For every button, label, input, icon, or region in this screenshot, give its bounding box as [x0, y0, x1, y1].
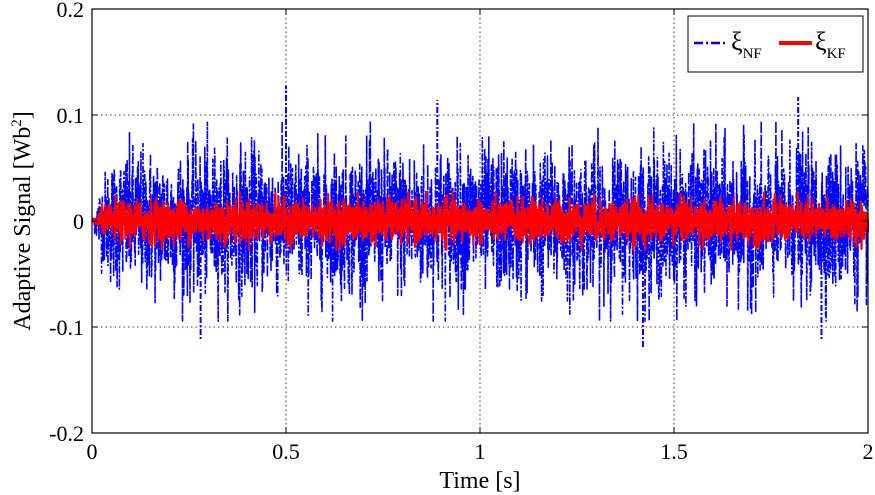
x-tick-label: 0.5 [272, 439, 300, 464]
y-tick-label: 0 [73, 209, 84, 234]
y-tick-label: -0.1 [49, 315, 84, 340]
legend: ξNF ξKF [687, 15, 864, 73]
y-axis-title-main: Adaptive Signal [Wb [10, 127, 36, 331]
series-layer [91, 85, 870, 349]
x-tick-label: 1.5 [660, 439, 688, 464]
x-tick-label: 2 [863, 439, 874, 464]
legend-label-kf-main: ξ [815, 27, 827, 56]
y-axis-title-close: ] [10, 111, 36, 119]
x-tick-label: 1 [475, 439, 486, 464]
series-line [91, 191, 870, 251]
legend-label-kf: ξKF [815, 27, 846, 62]
legend-label-kf-sub: KF [827, 46, 846, 62]
x-tick-label: 0 [87, 439, 98, 464]
legend-label-nf-sub: NF [743, 46, 762, 62]
y-tick-label: -0.2 [49, 421, 84, 446]
legend-label-nf-main: ξ [731, 27, 743, 56]
y-axis-title: Adaptive Signal [Wb2] [9, 111, 36, 330]
x-axis-title: Time [s] [439, 468, 520, 494]
legend-label-nf: ξNF [731, 27, 762, 62]
axes: 0 0.5 1 1.5 2 -0.2 -0.1 0 0.1 0.2 [49, 0, 873, 464]
series-kf [91, 191, 870, 251]
y-tick-label: 0.2 [57, 0, 85, 22]
y-axis-title-sup: 2 [9, 119, 25, 127]
y-tick-label: 0.1 [57, 103, 85, 128]
